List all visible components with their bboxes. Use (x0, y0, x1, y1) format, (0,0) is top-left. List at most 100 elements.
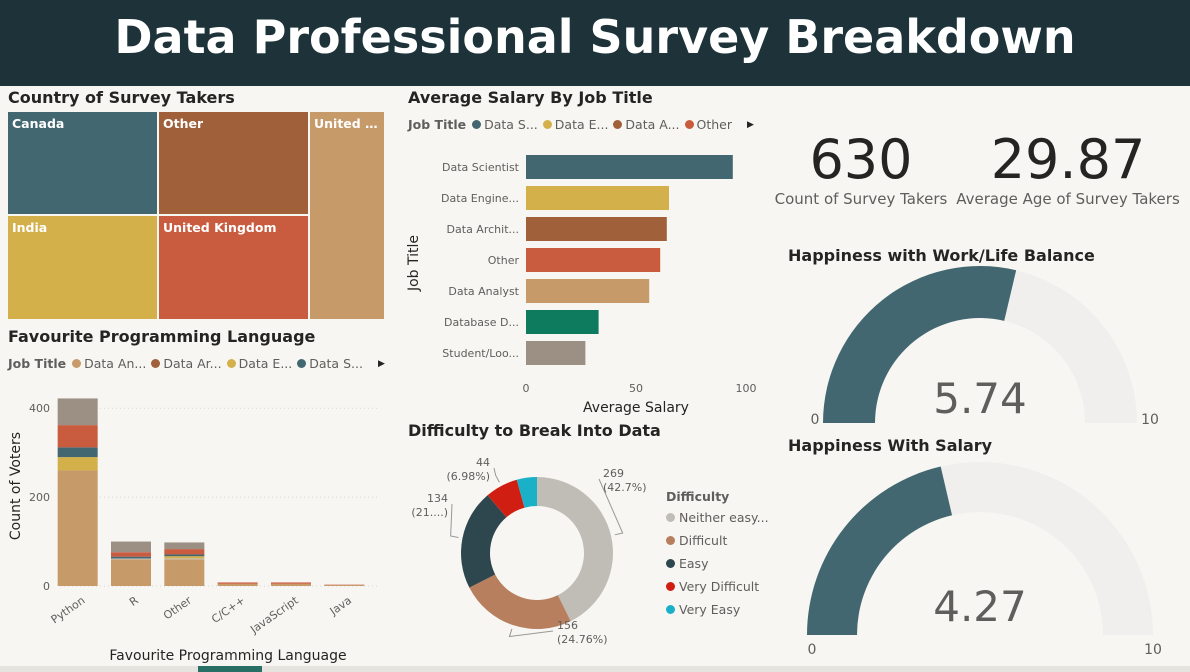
difficulty-legend-item[interactable]: Very Easy (666, 598, 769, 621)
legend-dot (297, 359, 307, 368)
gauge-max-label: 10 (1141, 412, 1159, 428)
salary-legend-item[interactable]: Data E... (542, 117, 609, 132)
language-bar-segment (57, 398, 98, 426)
dashboard-title: Data Professional Survey Breakdown (114, 10, 1076, 64)
language-y-tick: 0 (43, 580, 50, 593)
salary-y-tick: Other (488, 254, 520, 267)
language-chart-title: Favourite Programming Language (8, 327, 316, 346)
language-bar-segment (164, 556, 205, 559)
salary-bar (526, 279, 650, 303)
page-strip (0, 666, 1190, 672)
language-bar-segment (217, 583, 258, 586)
donut-slice (461, 495, 507, 588)
salary-legend-item[interactable]: Data S... (472, 117, 538, 132)
salary-x-axis-label: Average Salary (583, 400, 689, 416)
legend-dot (226, 359, 236, 368)
language-legend-item[interactable]: Data E... (226, 356, 293, 371)
salary-y-tick: Data Scientist (442, 161, 520, 174)
language-bar-segment (164, 549, 205, 555)
legend-label: Other (696, 117, 733, 132)
donut-percent-label: (42.7%) (603, 481, 647, 494)
language-x-tick: Other (161, 594, 194, 623)
language-x-tick: C/C++ (209, 594, 247, 626)
donut-value-label: 269 (603, 467, 624, 480)
difficulty-legend-item[interactable]: Very Difficult (666, 575, 769, 598)
legend-label: Data E... (554, 117, 609, 132)
salary-x-tick: 0 (523, 382, 530, 395)
language-legend-item[interactable]: Data Ar... (151, 356, 222, 371)
legend-dot (542, 120, 552, 129)
legend-next-arrow-icon[interactable]: ▶ (747, 119, 754, 130)
legend-dot (613, 120, 623, 129)
gauge-worklife: 5.74 0 10 (811, 265, 1159, 428)
legend-label: Data Ar... (163, 356, 222, 371)
legend-label: Data E... (238, 356, 293, 371)
salary-bar (526, 217, 667, 241)
gauge-worklife-title: Happiness with Work/Life Balance (788, 246, 1095, 265)
language-bar-segment (111, 559, 151, 586)
language-bar-segment (57, 470, 98, 586)
language-legend-item[interactable]: Data An... (72, 356, 146, 371)
legend-label: Very Easy (679, 602, 741, 617)
language-bar-segment (271, 582, 311, 584)
donut-leader-line (508, 628, 554, 638)
gauge-salary: 4.27 0 10 (807, 462, 1162, 658)
language-bar-segment (111, 541, 151, 553)
salary-y-axis-label: Job Title (406, 235, 422, 292)
language-bar-segment (324, 585, 365, 586)
gauge-fill (807, 466, 953, 635)
legend-dot (151, 359, 161, 368)
page-tab-indicator[interactable] (198, 666, 262, 672)
donut-value-label: 44 (476, 456, 490, 469)
salary-chart-legend: Job Title Data S... Data E... Data A... Othe… (408, 117, 754, 132)
legend-label: Neither easy... (679, 510, 769, 525)
salary-bar (526, 186, 669, 210)
language-bar-segment (57, 447, 98, 458)
salary-x-tick: 100 (736, 382, 757, 395)
donut-value-label: 156 (557, 619, 578, 632)
donut-leader-line (493, 467, 500, 483)
treemap-tile-other[interactable]: Other (158, 111, 309, 215)
salary-bar (526, 341, 586, 365)
donut-leader-line (450, 503, 459, 539)
language-chart-legend: Job Title Data An... Data Ar... Data E... Da… (8, 356, 385, 371)
difficulty-chart-title: Difficulty to Break Into Data (408, 421, 661, 440)
salary-bar-chart: 0 50 100 Data Scientist Data Engine... Data A… (406, 155, 757, 416)
language-y-tick: 400 (29, 402, 50, 415)
language-bar-segment (57, 457, 98, 471)
title-banner: Data Professional Survey Breakdown (0, 0, 1190, 88)
difficulty-legend-item[interactable]: Neither easy... (666, 506, 769, 529)
donut-leader-line (598, 478, 624, 536)
difficulty-legend-item[interactable]: Easy (666, 552, 769, 575)
language-bar-segment (164, 542, 205, 550)
language-bar-segment (111, 552, 151, 557)
difficulty-legend-item[interactable]: Difficult (666, 529, 769, 552)
difficulty-donut-chart: 269(42.7%) 156(24.76%) 134(21....) 44(6.98%… (411, 456, 647, 646)
treemap-tile-india[interactable]: India (7, 215, 158, 320)
legend-label: Difficult (679, 533, 728, 548)
legend-label: Easy (679, 556, 709, 571)
language-bar-segment (217, 582, 258, 584)
legend-next-arrow-icon[interactable]: ▶ (377, 358, 385, 369)
legend-label: Data An... (84, 356, 147, 371)
gauge-fill (823, 265, 1017, 423)
salary-legend-item[interactable]: Other (684, 117, 733, 132)
treemap-tile-canada[interactable]: Canada (7, 111, 158, 215)
treemap-tile-united-states[interactable]: United S... (309, 111, 385, 320)
salary-bar (526, 248, 661, 272)
kpi-age-card: 29.87 Average Age of Survey Takers (953, 130, 1183, 209)
gauge-min-label: 0 (808, 642, 817, 658)
salary-legend-item[interactable]: Data A... (613, 117, 680, 132)
legend-dot (666, 559, 675, 568)
treemap-tile-united-kingdom[interactable]: United Kingdom (158, 215, 309, 320)
kpi-count-card: 630 Count of Survey Takers (772, 130, 950, 209)
legend-label: Data S... (309, 356, 363, 371)
gauge-value: 4.27 (933, 582, 1027, 631)
salary-y-tick: Database D... (444, 316, 519, 329)
salary-y-tick: Student/Loo... (442, 347, 519, 360)
language-y-tick: 200 (29, 491, 50, 504)
legend-dot (72, 359, 82, 368)
treemap-title: Country of Survey Takers (8, 88, 235, 107)
legend-dot (666, 536, 675, 545)
language-legend-item[interactable]: Data S... (297, 356, 363, 371)
